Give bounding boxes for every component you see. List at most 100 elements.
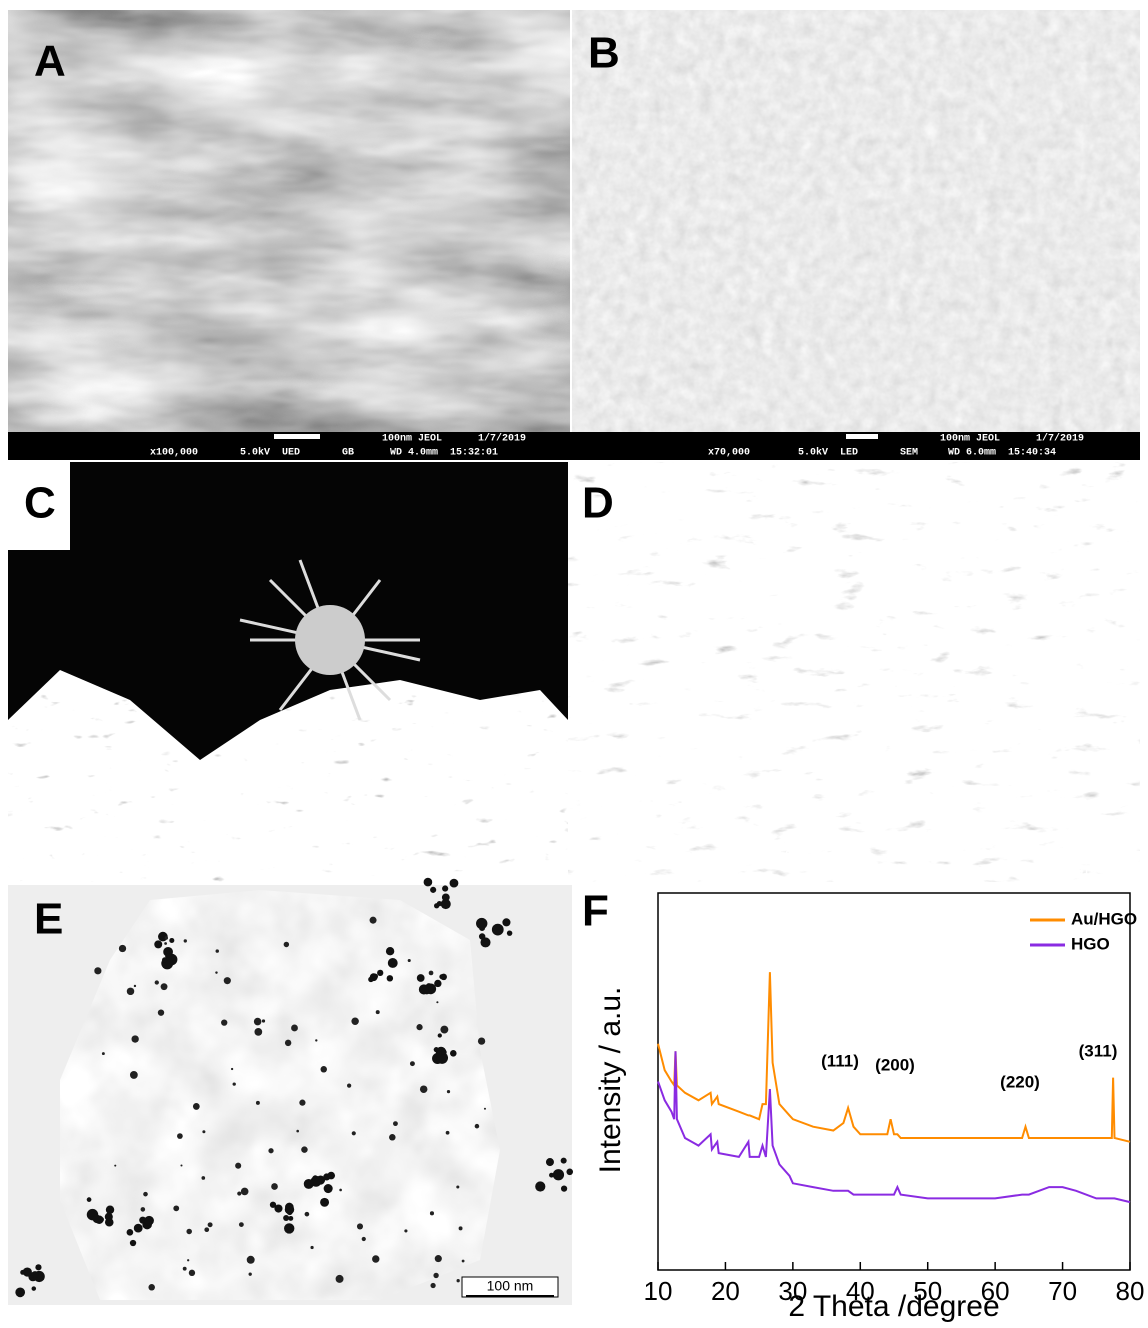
nanoparticle [284, 942, 289, 947]
x-tick-label: 60 [981, 1276, 1010, 1306]
nanoparticle [339, 1189, 342, 1192]
nanoparticle [268, 1148, 273, 1153]
nanoparticle [320, 1198, 329, 1207]
nanoparticle [233, 1082, 236, 1085]
nanoparticle [387, 975, 393, 981]
info-text: SED 20.0kV WD11mm P.C.50 HV x10,000 1μm [20, 849, 280, 861]
nanoparticle [450, 879, 459, 888]
nanoparticle [164, 942, 167, 945]
nanoparticle [479, 933, 485, 939]
nanoparticle [102, 1052, 105, 1055]
nanoparticle [566, 1169, 573, 1176]
plot-frame [658, 893, 1130, 1270]
nanoparticle [327, 1172, 335, 1180]
x-tick-label: 30 [778, 1276, 807, 1306]
nanoparticle [362, 1237, 366, 1241]
nanoparticle [537, 1181, 543, 1187]
peak-annotation: (200) [875, 1055, 915, 1074]
panel-label: E [34, 895, 63, 944]
panel-label: B [588, 29, 620, 78]
nanoparticle [484, 1108, 486, 1110]
nanoparticle [184, 939, 187, 942]
nanoparticle [216, 949, 219, 952]
nanoparticle [549, 1173, 554, 1178]
nanoparticle [446, 1131, 450, 1135]
nanoparticle [162, 957, 167, 962]
nanoparticle [430, 887, 436, 893]
nanoparticle [429, 971, 434, 976]
panel-label: C [24, 479, 56, 528]
nanoparticle [357, 1223, 363, 1229]
nanoparticle [189, 1270, 195, 1276]
nanoparticle [430, 1283, 435, 1288]
nanoparticle [173, 1205, 179, 1211]
nanoparticle [299, 1100, 305, 1106]
nanoparticle [237, 1191, 241, 1195]
x-tick-label: 10 [644, 1276, 673, 1306]
nanoparticle [388, 958, 398, 968]
nanoparticle [436, 1051, 442, 1057]
nanoparticle [456, 1185, 459, 1188]
info-text: x70,000 5.0kV LED SEM WD 6.0mm 15:40:34 [708, 447, 1056, 459]
x-tick-label: 50 [913, 1276, 942, 1306]
nanoparticle [305, 1212, 310, 1217]
nanoparticle [442, 885, 448, 891]
nanoparticle [254, 1028, 262, 1036]
peak-annotation: (111) [821, 1051, 859, 1070]
nanoparticle [450, 1050, 457, 1057]
nanoparticle [284, 1223, 294, 1233]
nanoparticle [389, 1134, 396, 1141]
nanoparticle [224, 977, 231, 984]
nanoparticle [274, 1204, 282, 1212]
scale-bar [274, 434, 320, 439]
info-text: Mar 20, 2019 [1030, 866, 1095, 878]
nanoparticle [462, 1260, 465, 1263]
nanoparticle [154, 940, 162, 948]
nanoparticle [434, 903, 439, 908]
nanoparticle [271, 1183, 278, 1190]
nanoparticle [247, 1256, 255, 1264]
nanoparticle [134, 985, 136, 987]
x-tick-label: 20 [711, 1276, 740, 1306]
nanoparticle [478, 1037, 485, 1044]
nanoparticle [324, 1184, 333, 1193]
nanoparticle [249, 1272, 252, 1275]
y-axis-label: Intensity / a.u. [594, 987, 627, 1174]
nanoparticle [546, 1158, 554, 1166]
nanoparticle [457, 1279, 460, 1282]
sem-image-b [572, 10, 1140, 432]
peak-annotation: (311) [1079, 1041, 1118, 1060]
nanoparticle [35, 1264, 41, 1270]
nanoparticle [180, 1164, 182, 1166]
nanoparticle [424, 878, 433, 887]
nanoparticle [158, 1009, 164, 1015]
nanoparticle [377, 970, 383, 976]
nanoparticle [301, 1146, 307, 1152]
nanoparticle [93, 1215, 101, 1223]
nanoparticle [370, 917, 377, 924]
nanoparticle [321, 1066, 327, 1072]
nanoparticle [459, 1226, 463, 1230]
nanoparticle [31, 1271, 38, 1278]
nanoparticle [492, 924, 504, 936]
legend-label: HGO [1071, 934, 1110, 953]
nanoparticle [148, 1284, 155, 1291]
nanoparticle [439, 974, 444, 979]
nanoparticle [186, 1229, 192, 1235]
x-tick-label: 40 [846, 1276, 875, 1306]
nanoparticle [352, 1131, 356, 1135]
nanoparticle [169, 938, 174, 943]
nanoparticle [106, 1206, 114, 1214]
figure: A 100nm JEOL 1/7/2019 x100,000 5.0kV UED… [0, 0, 1148, 1323]
nanoparticle [304, 1179, 314, 1189]
panel-label: A [34, 37, 66, 86]
nanoparticle [408, 959, 411, 962]
nanoparticle [430, 1211, 434, 1215]
nanoparticle [235, 1163, 241, 1169]
info-text: SED 20.0kV WD12mm P.C.50 HV x10,000 1μm [578, 849, 838, 861]
nanoparticle [262, 1019, 265, 1022]
nanoparticle [476, 918, 487, 929]
nanoparticle [15, 1288, 25, 1298]
nanoparticle [208, 1222, 213, 1227]
nanoparticle [351, 1018, 358, 1025]
